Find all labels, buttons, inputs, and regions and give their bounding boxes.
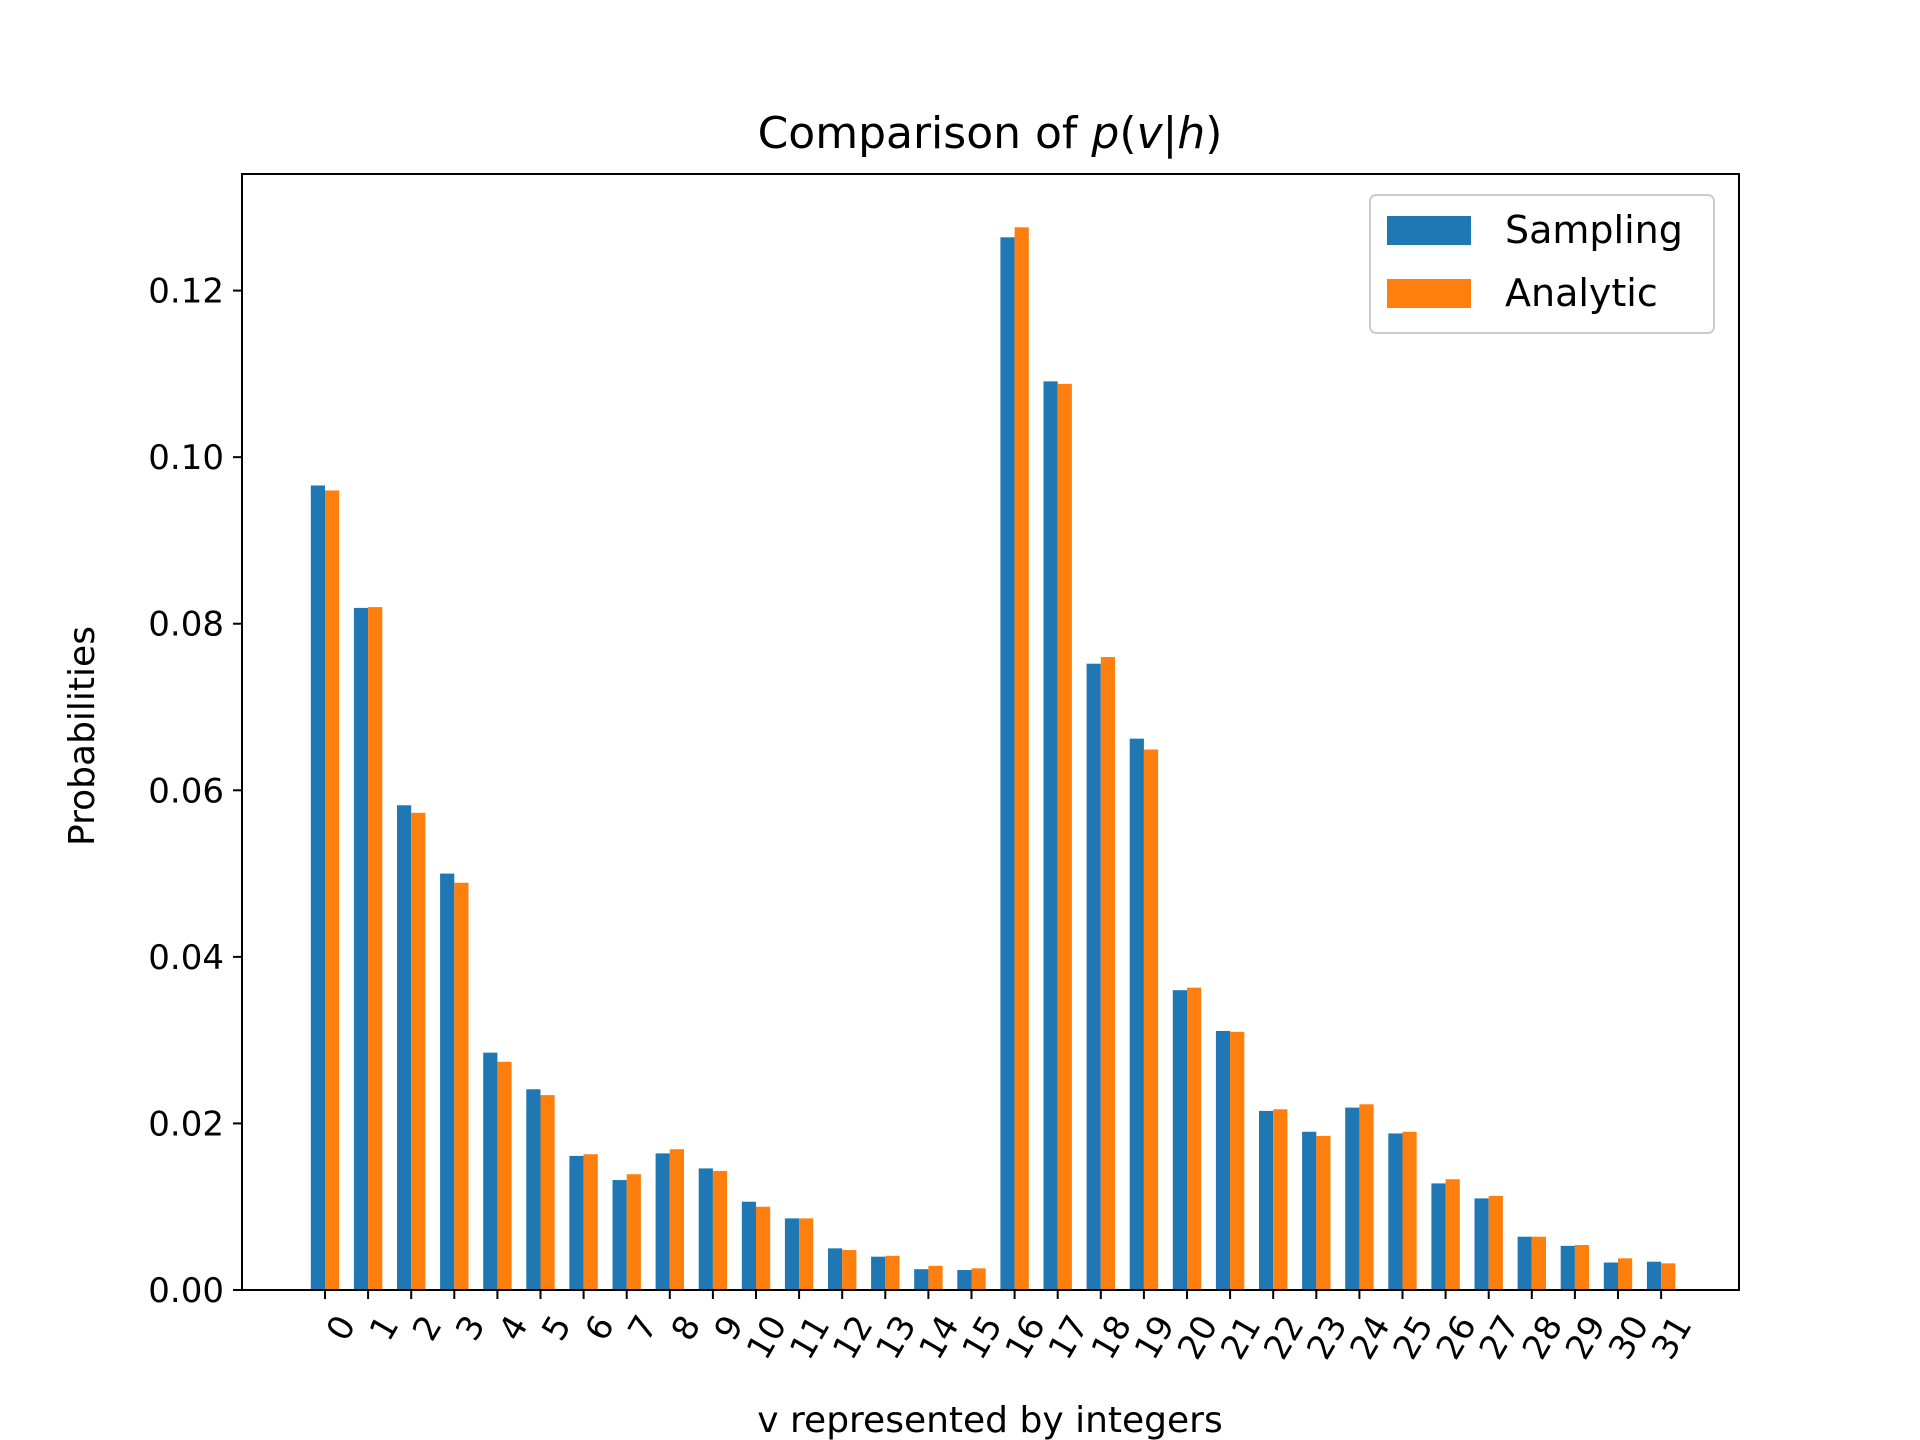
bar-sampling-12 (828, 1248, 843, 1290)
bar-sampling-22 (1259, 1110, 1274, 1290)
bar-sampling-25 (1388, 1133, 1403, 1290)
bar-sampling-3 (440, 873, 455, 1290)
bar-sampling-13 (871, 1256, 886, 1290)
bar-analytic-29 (1574, 1245, 1590, 1290)
bar-sampling-31 (1646, 1261, 1662, 1290)
bar-analytic-20 (1187, 987, 1202, 1290)
bar-analytic-2 (411, 812, 426, 1290)
y-axis: 0.00 0.02 0.04 0.06 0.08 0.10 0.12 (148, 272, 242, 1311)
bar-analytic-28 (1531, 1236, 1546, 1290)
bar-sampling-2 (397, 805, 412, 1290)
bar-sampling-28 (1517, 1236, 1532, 1290)
bar-analytic-5 (540, 1095, 555, 1290)
bar-analytic-26 (1445, 1179, 1460, 1290)
bars-layer (310, 227, 1676, 1291)
bar-analytic-19 (1143, 749, 1159, 1290)
bar-analytic-12 (842, 1250, 857, 1290)
bar-analytic-10 (756, 1206, 771, 1290)
bar-sampling-18 (1086, 663, 1101, 1290)
legend-swatch-sampling (1387, 216, 1471, 245)
bar-sampling-7 (612, 1180, 627, 1290)
bar-analytic-1 (368, 607, 383, 1290)
bar-analytic-8 (669, 1149, 684, 1290)
bar-sampling-29 (1560, 1245, 1575, 1290)
bar-sampling-20 (1172, 990, 1187, 1290)
bar-sampling-8 (655, 1153, 670, 1290)
bar-analytic-30 (1618, 1258, 1633, 1290)
y-tick-label: 0.02 (148, 1104, 224, 1144)
legend-label-sampling: Sampling (1505, 208, 1683, 252)
bar-sampling-5 (526, 1089, 541, 1290)
bar-analytic-3 (454, 882, 469, 1290)
bar-analytic-24 (1359, 1104, 1374, 1290)
bar-sampling-23 (1302, 1131, 1317, 1290)
y-tick-label: 0.06 (148, 771, 224, 811)
chart-title: Comparison of p(v|h) (758, 108, 1223, 159)
bar-sampling-0 (310, 485, 325, 1291)
bar-analytic-13 (885, 1255, 900, 1290)
bar-analytic-22 (1273, 1109, 1288, 1290)
bar-sampling-10 (741, 1201, 756, 1290)
y-tick-label: 0.08 (148, 605, 224, 645)
bar-sampling-24 (1345, 1107, 1360, 1290)
y-tick-label: 0.10 (148, 438, 224, 478)
bar-analytic-9 (712, 1170, 728, 1290)
bar-analytic-11 (799, 1218, 814, 1290)
bar-analytic-14 (928, 1265, 943, 1290)
bar-sampling-17 (1043, 381, 1058, 1290)
bar-sampling-19 (1129, 738, 1144, 1290)
bar-sampling-6 (569, 1155, 584, 1290)
legend-label-analytic: Analytic (1505, 271, 1658, 315)
bar-analytic-18 (1100, 657, 1115, 1290)
bar-analytic-27 (1488, 1195, 1503, 1290)
bar-analytic-21 (1230, 1031, 1245, 1290)
y-tick-label: 0.12 (148, 272, 224, 312)
bar-sampling-21 (1215, 1030, 1231, 1290)
legend-swatch-analytic (1387, 279, 1471, 308)
bar-sampling-15 (957, 1270, 972, 1290)
bar-analytic-23 (1316, 1135, 1331, 1290)
y-tick-label: 0.00 (148, 1271, 224, 1311)
y-axis-label: Probabilities (62, 626, 103, 846)
bar-analytic-16 (1014, 227, 1029, 1290)
bar-analytic-17 (1057, 383, 1072, 1290)
x-axis-label: v represented by integers (757, 1400, 1222, 1440)
plot-frame (241, 173, 1740, 1291)
bar-analytic-0 (325, 490, 340, 1291)
bar-analytic-31 (1661, 1263, 1676, 1290)
bar-sampling-26 (1431, 1183, 1446, 1290)
bar-sampling-1 (353, 607, 369, 1290)
y-tick-label: 0.04 (148, 938, 224, 978)
bar-sampling-16 (1000, 237, 1015, 1290)
bar-analytic-7 (626, 1174, 641, 1290)
bar-sampling-4 (483, 1052, 498, 1290)
bar-sampling-27 (1474, 1198, 1489, 1290)
bar-sampling-11 (784, 1218, 800, 1290)
bar-sampling-30 (1603, 1262, 1618, 1290)
bar-analytic-6 (583, 1154, 598, 1290)
bar-sampling-14 (914, 1269, 929, 1290)
bar-sampling-9 (698, 1168, 713, 1290)
legend: Sampling Analytic (1369, 194, 1715, 334)
bar-analytic-25 (1402, 1131, 1417, 1290)
bar-analytic-4 (497, 1061, 512, 1290)
bar-analytic-15 (971, 1268, 986, 1290)
